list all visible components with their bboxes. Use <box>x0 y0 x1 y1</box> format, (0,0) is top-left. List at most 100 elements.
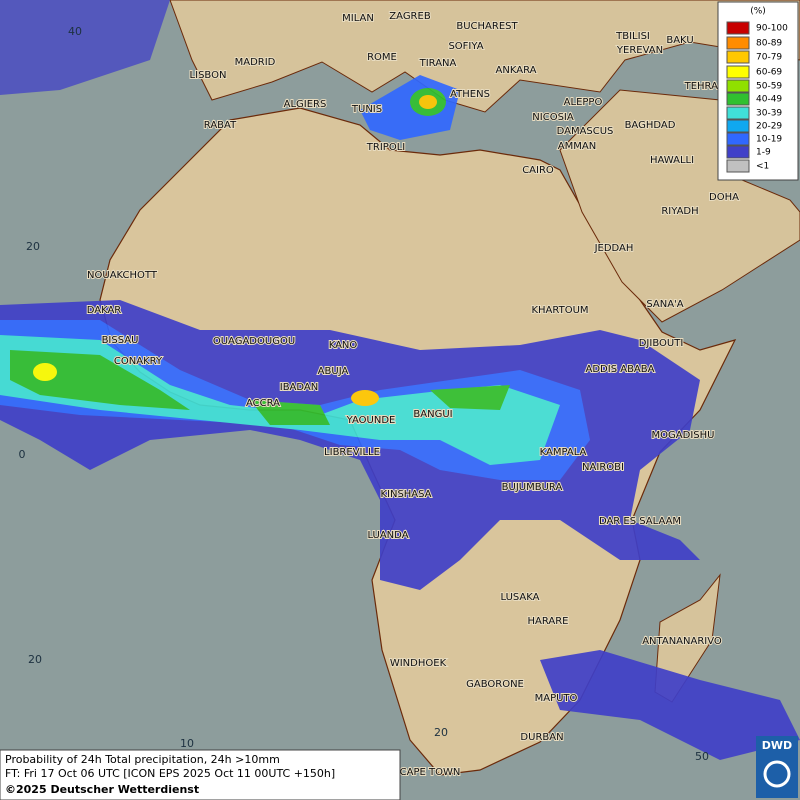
legend-label: 60-69 <box>756 68 782 78</box>
grid-label: 0 <box>19 448 26 461</box>
city-label: MAPUTO <box>535 693 578 704</box>
city-label: LUSAKA <box>501 592 540 603</box>
city-label: RABAT <box>204 120 237 131</box>
legend-label: 50-59 <box>756 82 782 92</box>
city-label: KINSHASA <box>380 489 431 500</box>
legend-swatch <box>726 106 750 120</box>
grid-label: 10 <box>180 737 194 750</box>
legend-label: 20-29 <box>756 122 782 132</box>
city-label: ABUJA <box>318 366 349 377</box>
city-label: MOGADISHU <box>652 430 715 441</box>
city-label: ALEPPO <box>564 97 603 108</box>
city-label: MILAN <box>342 13 374 24</box>
legend-swatch <box>726 50 750 64</box>
footer-box <box>0 749 401 800</box>
city-label: GABORONE <box>466 679 524 690</box>
logo-box <box>756 736 798 798</box>
legend-label: 90-100 <box>756 24 788 34</box>
grid-label: 20 <box>26 240 40 253</box>
city-label: KANO <box>329 340 358 351</box>
legend-label: 80-89 <box>756 39 782 49</box>
precip-atlantic <box>0 0 170 95</box>
precip-70-79 <box>351 390 379 406</box>
precip-south <box>540 650 800 760</box>
legend-label: 40-49 <box>756 95 782 105</box>
city-label: DJIBOUTI <box>639 338 684 349</box>
city-label: BUCHAREST <box>456 21 518 32</box>
legend-swatch <box>726 132 750 146</box>
grid-label: 40 <box>68 25 82 38</box>
city-label: BISSAU <box>102 335 139 346</box>
city-label: BUJUMBURA <box>502 482 563 493</box>
city-label: ZAGREB <box>389 11 431 22</box>
legend-swatch <box>726 65 750 79</box>
city-label: DAKAR <box>87 305 122 316</box>
arabia <box>559 89 800 323</box>
precip-60-69 <box>33 363 57 381</box>
grid-labels: 40 20 0 20 10 20 50 <box>19 25 710 763</box>
city-label: AMMAN <box>558 141 596 152</box>
legend-label: 30-39 <box>756 109 782 119</box>
city-label: LIBREVILLE <box>324 447 380 458</box>
legend-swatch <box>726 145 750 159</box>
precip-40-49 <box>10 350 510 425</box>
city-label: DURBAN <box>520 732 563 743</box>
legend-swatch <box>726 36 750 50</box>
map-title: Probability of 24h Total precipitation, … <box>5 753 280 766</box>
city-label: HAWALLI <box>650 155 694 166</box>
logo-icon <box>763 760 791 788</box>
city-label: SOFIYA <box>448 41 483 52</box>
city-label: LISBON <box>190 70 227 81</box>
city-label: IBADAN <box>280 382 319 393</box>
copyright: ©2025 Deutscher Wetterdienst <box>5 783 199 796</box>
legend-swatch <box>726 21 750 35</box>
legend-label: 10-19 <box>756 135 782 145</box>
legend-title: (%) <box>750 7 766 17</box>
city-label: MADRID <box>235 57 276 68</box>
city-label: ADDIS ABABA <box>586 364 655 375</box>
city-label: DAMASCUS <box>557 126 614 137</box>
city-label: TBILISI <box>615 31 650 42</box>
city-label: TRIPOLI <box>366 142 405 153</box>
city-label: TEHRAN <box>684 81 726 92</box>
city-label: CAPE TOWN <box>400 767 461 778</box>
city-label: ATHENS <box>450 89 490 100</box>
city-label: NAIROBI <box>582 462 624 473</box>
legend-label: 1-9 <box>756 148 771 158</box>
legend-label: 70-79 <box>756 53 782 63</box>
city-label: BAGHDAD <box>625 120 676 131</box>
city-label: ANTANANARIVO <box>642 636 722 647</box>
legend-swatch <box>726 159 750 173</box>
city-label: HARARE <box>527 616 568 627</box>
city-label: RIYADH <box>661 206 698 217</box>
precip-med-peak <box>419 95 437 109</box>
city-label: ALGIERS <box>284 99 327 110</box>
city-label: ACCRA <box>246 398 280 409</box>
city-label: YAOUNDE <box>346 415 396 426</box>
city-label: DAR ES SALAAM <box>599 516 681 527</box>
cities: MILAN ZAGREB BUCHAREST TBILISI BAKU MADRID ROM… <box>86 10 740 779</box>
city-label: WINDHOEK <box>390 658 447 669</box>
city-label: BAKU <box>666 35 693 46</box>
legend-label: <1 <box>756 162 769 172</box>
city-label: YEREVAN <box>616 45 663 56</box>
city-label: CAIRO <box>522 165 554 176</box>
city-label: ROME <box>367 52 397 63</box>
city-label: TUNIS <box>351 104 382 115</box>
city-label: KHARTOUM <box>531 305 588 316</box>
city-label: CONAKRY <box>114 356 163 367</box>
city-label: LUANDA <box>367 530 408 541</box>
city-label: JEDDAH <box>594 243 634 254</box>
precip-30-39 <box>0 335 560 465</box>
city-label: NOUAKCHOTT <box>87 270 158 281</box>
grid-label: 20 <box>28 653 42 666</box>
grid-label: 50 <box>695 750 709 763</box>
city-label: KAMPALA <box>540 447 587 458</box>
forecast-time: FT: Fri 17 Oct 06 UTC [ICON EPS 2025 Oct… <box>5 767 335 780</box>
legend-swatch <box>726 92 750 106</box>
city-label: OUAGADOUGOU <box>213 336 295 347</box>
city-label: NICOSIA <box>532 112 574 123</box>
legend: (%) 90-100 80-89 70-79 60-69 50-59 40-49 30-39… <box>717 1 799 181</box>
